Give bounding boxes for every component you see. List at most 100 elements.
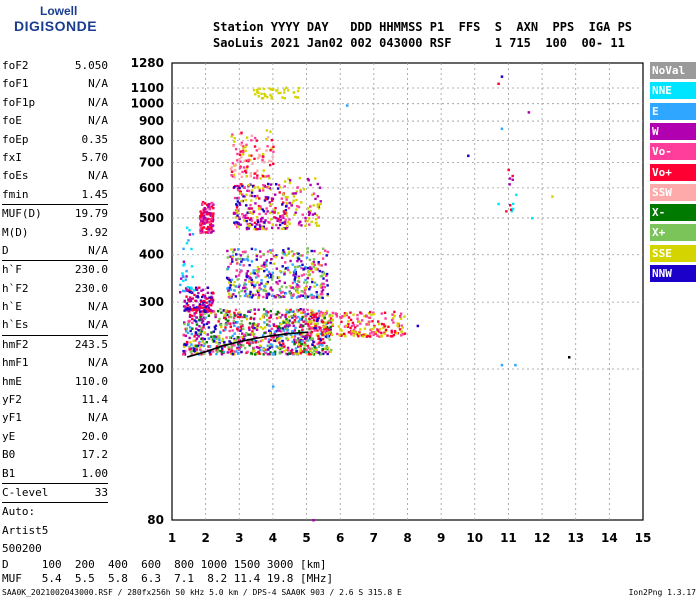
echo-point <box>239 150 242 153</box>
echo-point <box>339 328 342 331</box>
echo-point <box>248 340 251 343</box>
echo-point <box>264 219 267 222</box>
echo-point <box>261 338 264 342</box>
echo-point <box>270 95 273 98</box>
echo-point <box>245 175 248 178</box>
echo-point <box>279 215 282 218</box>
echo-point <box>228 336 232 339</box>
echo-point <box>311 352 314 356</box>
echo-point <box>202 344 206 348</box>
echo-point <box>293 329 297 332</box>
echo-point <box>320 296 323 299</box>
echo-point <box>282 342 285 345</box>
echo-point <box>259 255 262 258</box>
echo-point <box>308 335 311 338</box>
echo-point <box>340 316 343 319</box>
echo-point <box>195 327 198 330</box>
echo-point <box>262 316 266 319</box>
echo-point <box>380 335 384 338</box>
echo-point <box>293 213 296 216</box>
echo-point <box>329 350 332 353</box>
echo-point <box>250 139 253 142</box>
echo-point <box>201 288 205 292</box>
echo-point <box>327 335 331 338</box>
echo-point <box>281 327 285 330</box>
echo-point <box>234 216 238 219</box>
echo-point <box>224 343 227 347</box>
echo-point <box>382 323 386 326</box>
echo-point <box>231 162 235 165</box>
echo-point <box>266 196 270 199</box>
echo-point <box>300 343 304 346</box>
echo-point <box>304 322 307 325</box>
echo-point <box>282 227 286 230</box>
echo-point <box>328 320 332 323</box>
echo-point <box>230 174 233 177</box>
echo-point <box>276 89 279 92</box>
param-row: D N/A <box>2 242 108 260</box>
echo-point <box>350 324 354 328</box>
echo-point <box>281 346 284 350</box>
echo-point <box>319 337 322 341</box>
echo-point <box>185 329 188 332</box>
echo-point <box>199 349 203 352</box>
echo-point <box>345 313 349 317</box>
echo-point <box>236 315 240 319</box>
param-value: 1.00 <box>81 466 109 480</box>
echo-point <box>287 324 290 327</box>
echo-point <box>392 321 395 324</box>
echo-point <box>190 332 194 336</box>
echo-point <box>319 327 322 330</box>
echo-point <box>262 220 265 224</box>
x-tick-label: 9 <box>437 531 445 545</box>
echo-point <box>238 346 241 350</box>
echo-point <box>289 292 292 295</box>
echo-point <box>312 348 316 352</box>
echo-point <box>284 327 288 330</box>
param-row: foF1 N/A <box>2 75 108 93</box>
echo-point <box>310 293 313 296</box>
echo-point <box>195 288 198 291</box>
echo-point <box>292 352 295 356</box>
header-line-1: Station YYYY DAY DDD HHMMSS P1 FFS S AXN… <box>213 20 633 34</box>
echo-point <box>216 350 219 354</box>
echo-point <box>270 257 273 261</box>
echo-point <box>199 229 202 232</box>
echo-point <box>212 330 216 333</box>
echo-point <box>294 341 298 344</box>
echo-point <box>360 312 363 315</box>
echo-point <box>383 311 387 314</box>
echo-point <box>292 199 295 202</box>
echo-point <box>276 219 279 222</box>
echo-point <box>325 312 328 315</box>
echo-point <box>349 311 352 314</box>
echo-point <box>230 296 233 299</box>
echo-point <box>328 315 331 318</box>
echo-point <box>245 193 248 196</box>
echo-point <box>199 231 202 235</box>
echo-point <box>207 227 210 231</box>
echo-point <box>189 299 193 303</box>
echo-point <box>215 341 218 344</box>
echo-point <box>235 338 238 341</box>
echo-point <box>304 224 307 227</box>
echo-point <box>297 343 301 347</box>
echo-point <box>238 263 242 266</box>
echo-point <box>277 346 280 349</box>
echo-point <box>252 88 256 92</box>
echo-point <box>229 313 232 316</box>
echo-point <box>316 319 320 322</box>
echo-point <box>219 349 222 353</box>
echo-point <box>298 329 301 333</box>
y-tick-label: 200 <box>139 362 164 376</box>
echo-point <box>205 341 208 344</box>
echo-point <box>220 353 224 356</box>
param-name: h`Es <box>2 318 29 332</box>
echo-point <box>273 216 276 219</box>
echo-point <box>306 219 309 223</box>
echo-point <box>294 271 297 274</box>
echo-point <box>270 147 273 150</box>
echo-point <box>283 272 286 275</box>
echo-point <box>272 324 276 328</box>
echo-point <box>281 221 284 225</box>
